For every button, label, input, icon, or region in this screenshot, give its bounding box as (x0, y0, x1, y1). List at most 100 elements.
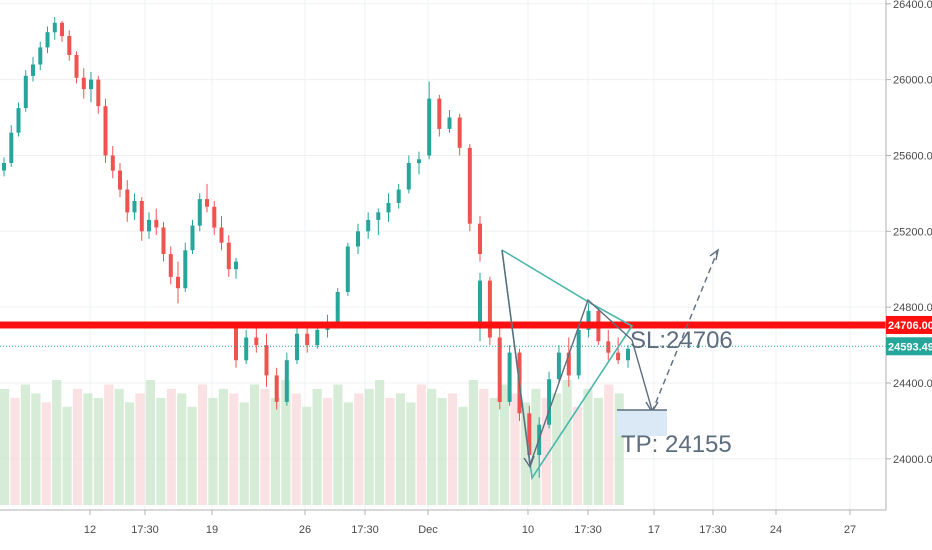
candle-body (147, 219, 151, 232)
candle-body (417, 159, 421, 164)
volume-bar (260, 388, 270, 505)
candle-body (345, 246, 350, 292)
volume-bar (166, 388, 176, 505)
volume-bar (302, 406, 312, 505)
candle-body (556, 352, 561, 380)
volume-bar (395, 393, 405, 505)
candle-body (626, 348, 630, 361)
volume-bars (0, 380, 624, 505)
volume-bar (291, 393, 301, 505)
volume-bar (572, 406, 583, 505)
volume-bar (479, 388, 489, 505)
candle-body (447, 117, 452, 129)
candle-body (576, 329, 581, 376)
candle-body (38, 47, 43, 65)
volume-bar (281, 380, 291, 505)
candle-body (284, 360, 289, 402)
x-tick-label: 27 (844, 524, 856, 536)
candle-body (81, 77, 86, 90)
candle-body (244, 337, 249, 361)
candle-body (125, 189, 130, 213)
volume-bar (229, 393, 239, 505)
candle-body (457, 117, 462, 148)
candle-body (254, 337, 259, 346)
candle-body (2, 163, 6, 171)
candle-body (74, 55, 79, 78)
volume-bar (406, 402, 416, 505)
x-tick-label: 10 (522, 524, 534, 536)
candle-body (616, 352, 621, 361)
volume-bar (270, 397, 280, 505)
volume-bar (312, 388, 322, 505)
volume-bar (322, 397, 333, 505)
target-zone (617, 410, 667, 436)
volume-bar (10, 397, 20, 505)
candle-body (366, 219, 371, 232)
volume-bar (583, 388, 593, 505)
volume-bar (468, 380, 478, 505)
candle-body (386, 202, 391, 213)
volume-bar (427, 388, 437, 505)
volume-bar (354, 393, 364, 505)
volume-bar (114, 388, 124, 505)
candle-body (139, 201, 144, 232)
candle-body (168, 254, 173, 277)
candle-body (212, 206, 217, 228)
current-price-label: 24593.49 (888, 341, 932, 353)
candle-body (23, 75, 28, 108)
candle-body (467, 147, 472, 224)
volume-bar (375, 380, 385, 505)
volume-bar (135, 393, 145, 505)
volume-bar (177, 393, 187, 505)
candle-body (586, 310, 591, 330)
candle-body (197, 199, 202, 226)
y-tick-label: 25200.00 (893, 226, 932, 238)
y-tick-label: 24400.00 (893, 378, 932, 390)
candle-body (45, 32, 50, 48)
volume-bar (562, 380, 572, 505)
candle-body (427, 98, 432, 156)
x-tick-label: 17:30 (131, 524, 159, 536)
triangle-pattern[interactable] (501, 248, 720, 481)
candle-body (176, 276, 180, 289)
x-tick-label: Dec (418, 524, 438, 536)
candle-body (295, 333, 299, 361)
volume-bar (20, 384, 30, 505)
volume-bar (614, 393, 624, 505)
volume-bar (156, 397, 166, 505)
volume-bar (145, 380, 155, 505)
volume-bar (364, 388, 374, 505)
volume-bar (593, 397, 603, 505)
candle-body (507, 352, 512, 402)
x-tick-label: 17:30 (699, 524, 727, 536)
current-price-tag: 24593.49 (886, 337, 932, 356)
candle-body (487, 280, 492, 338)
volume-bar (197, 384, 208, 505)
volume-bar (104, 384, 114, 505)
volume-bar (604, 384, 614, 505)
x-tick-label: 17:30 (351, 524, 379, 536)
volume-bar (125, 402, 135, 505)
x-tick-label: 24 (770, 524, 782, 536)
candle-body (234, 326, 238, 361)
candle-body (226, 242, 231, 270)
candle-body (60, 22, 64, 37)
candle-body (606, 341, 611, 353)
candle-body (205, 199, 209, 207)
candle-body (103, 106, 108, 156)
volume-bar (250, 384, 260, 505)
candles (2, 17, 630, 478)
volume-bar (41, 402, 51, 505)
candle-body (315, 329, 320, 346)
candle-body (31, 64, 35, 76)
volume-bar (541, 397, 551, 505)
candle-body (52, 22, 57, 33)
volume-bar (385, 397, 395, 505)
y-axis-labels: 24000.00 24400.00 24800.00 25200.00 25600.00… (886, 0, 932, 466)
candle-body (234, 261, 238, 270)
volume-bar (62, 406, 72, 505)
candle-body (132, 201, 137, 213)
volume-bar (520, 402, 530, 505)
volume-bar (208, 397, 218, 505)
y-tick-label: 26400.00 (893, 0, 932, 11)
